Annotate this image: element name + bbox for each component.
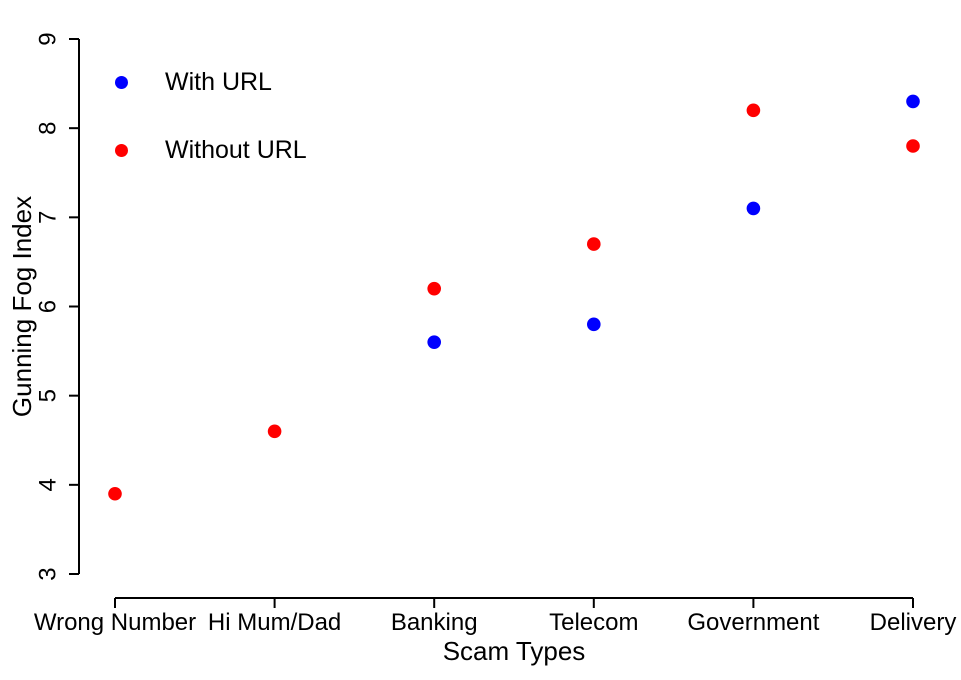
legend-label-with-url: With URL — [165, 67, 272, 96]
x-tick-label: Telecom — [549, 609, 638, 636]
y-tick-label: 5 — [35, 389, 62, 402]
legend-marker-without-url-icon — [115, 143, 128, 157]
y-axis-title: Gunning Fog Index — [7, 196, 37, 417]
point-without-url-government — [746, 103, 761, 118]
point-with-url-telecom — [587, 317, 601, 332]
legend-label-without-url: Without URL — [165, 135, 307, 164]
legend-item-without-url: Without URL — [115, 134, 307, 166]
x-tick-label: Hi Mum/Dad — [208, 609, 341, 636]
x-axis-title: Scam Types — [443, 636, 586, 666]
y-tick-label: 3 — [35, 567, 62, 580]
y-tick-label: 8 — [35, 121, 62, 134]
legend-item-with-url: With URL — [115, 66, 307, 98]
point-with-url-government — [746, 201, 761, 216]
y-tick-label: 6 — [35, 300, 62, 313]
x-tick-label: Banking — [391, 609, 478, 636]
point-with-url-banking — [427, 335, 442, 349]
point-with-url-delivery — [906, 94, 920, 109]
y-tick-label: 4 — [35, 478, 62, 491]
x-tick-label: Wrong Number — [34, 609, 196, 636]
x-tick-label: Government — [687, 609, 819, 636]
legend: With URL Without URL — [115, 66, 307, 166]
y-tick-label: 7 — [35, 211, 62, 224]
y-tick-label: 9 — [35, 32, 62, 45]
x-tick-label: Delivery — [870, 609, 957, 636]
point-without-url-wrong-number — [108, 486, 122, 501]
point-without-url-telecom — [587, 237, 601, 251]
point-without-url-banking — [427, 281, 442, 296]
legend-marker-with-url-icon — [115, 75, 128, 89]
point-without-url-delivery — [906, 139, 920, 153]
point-without-url-hi-mum-dad — [267, 424, 282, 439]
